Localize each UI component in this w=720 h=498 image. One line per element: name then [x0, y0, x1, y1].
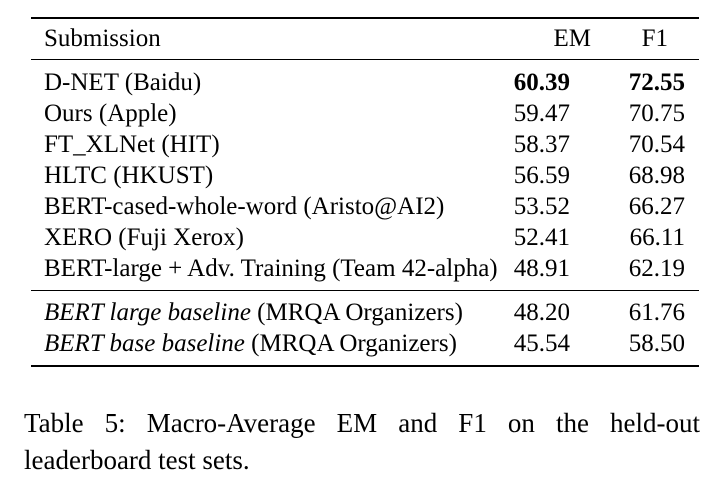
table-row: BERT base baseline (MRQA Organizers) 45.…	[31, 328, 699, 359]
f1-cell: 72.55	[628, 69, 685, 96]
submission-cell: BERT large baseline (MRQA Organizers)	[44, 297, 463, 328]
submission-cell: HLTC (HKUST)	[44, 162, 214, 189]
submission-cell: BERT-large + Adv. Training (Team 42-alph…	[44, 255, 498, 282]
submission-cell: FT_XLNet (HIT)	[44, 131, 220, 158]
results-table: Submission EM F1 D-NET (Baidu) 60.39 72.…	[31, 17, 699, 367]
em-cell: 60.39	[513, 69, 570, 96]
baseline-org: (MRQA Organizers)	[257, 299, 463, 326]
em-cell: 53.52	[513, 193, 570, 220]
header-em: EM	[553, 25, 592, 52]
f1-cell: 62.19	[628, 255, 685, 282]
header-submission: Submission	[44, 25, 161, 52]
f1-cell: 70.54	[628, 131, 685, 158]
submission-cell: BERT-cased-whole-word (Aristo@AI2)	[44, 193, 445, 220]
baseline-name: BERT base baseline	[44, 330, 245, 357]
em-cell: 45.54	[513, 330, 570, 357]
table-caption: Table 5: Macro-Average EM and F1 on the …	[24, 405, 700, 479]
table-row: D-NET (Baidu) 60.39 72.55	[31, 67, 699, 98]
f1-cell: 58.50	[628, 330, 685, 357]
header-f1: F1	[641, 25, 668, 52]
em-cell: 58.37	[513, 131, 570, 158]
caption-line-2: leaderboard test sets.	[24, 445, 250, 475]
table-row: BERT-large + Adv. Training (Team 42-alph…	[31, 253, 699, 284]
f1-cell: 61.76	[628, 299, 685, 326]
em-cell: 52.41	[513, 224, 570, 251]
caption-line-1: Table 5: Macro-Average EM and F1 on the …	[24, 408, 700, 438]
em-cell: 59.47	[513, 100, 570, 127]
submission-cell: BERT base baseline (MRQA Organizers)	[44, 328, 457, 359]
table-row: FT_XLNet (HIT) 58.37 70.54	[31, 129, 699, 160]
em-cell: 48.20	[513, 299, 570, 326]
table-row: BERT large baseline (MRQA Organizers) 48…	[31, 297, 699, 328]
table-row: HLTC (HKUST) 56.59 68.98	[31, 160, 699, 191]
baseline-org: (MRQA Organizers)	[251, 330, 457, 357]
table-row: BERT-cased-whole-word (Aristo@AI2) 53.52…	[31, 191, 699, 222]
em-cell: 48.91	[513, 255, 570, 282]
baseline-rule	[31, 290, 699, 291]
f1-cell: 66.11	[629, 224, 685, 251]
submission-cell: D-NET (Baidu)	[44, 69, 202, 96]
submission-cell: XERO (Fuji Xerox)	[44, 224, 244, 251]
header-row: Submission EM F1	[31, 19, 699, 59]
table-row: Ours (Apple) 59.47 70.75	[31, 98, 699, 129]
header-rule	[31, 59, 699, 60]
bottom-rule	[31, 365, 699, 367]
f1-cell: 68.98	[628, 162, 685, 189]
em-cell: 56.59	[513, 162, 570, 189]
f1-cell: 66.27	[628, 193, 685, 220]
top-rule	[31, 17, 699, 19]
table-row: XERO (Fuji Xerox) 52.41 66.11	[31, 222, 699, 253]
baseline-name: BERT large baseline	[44, 299, 251, 326]
f1-cell: 70.75	[628, 100, 685, 127]
submission-cell: Ours (Apple)	[44, 100, 177, 127]
